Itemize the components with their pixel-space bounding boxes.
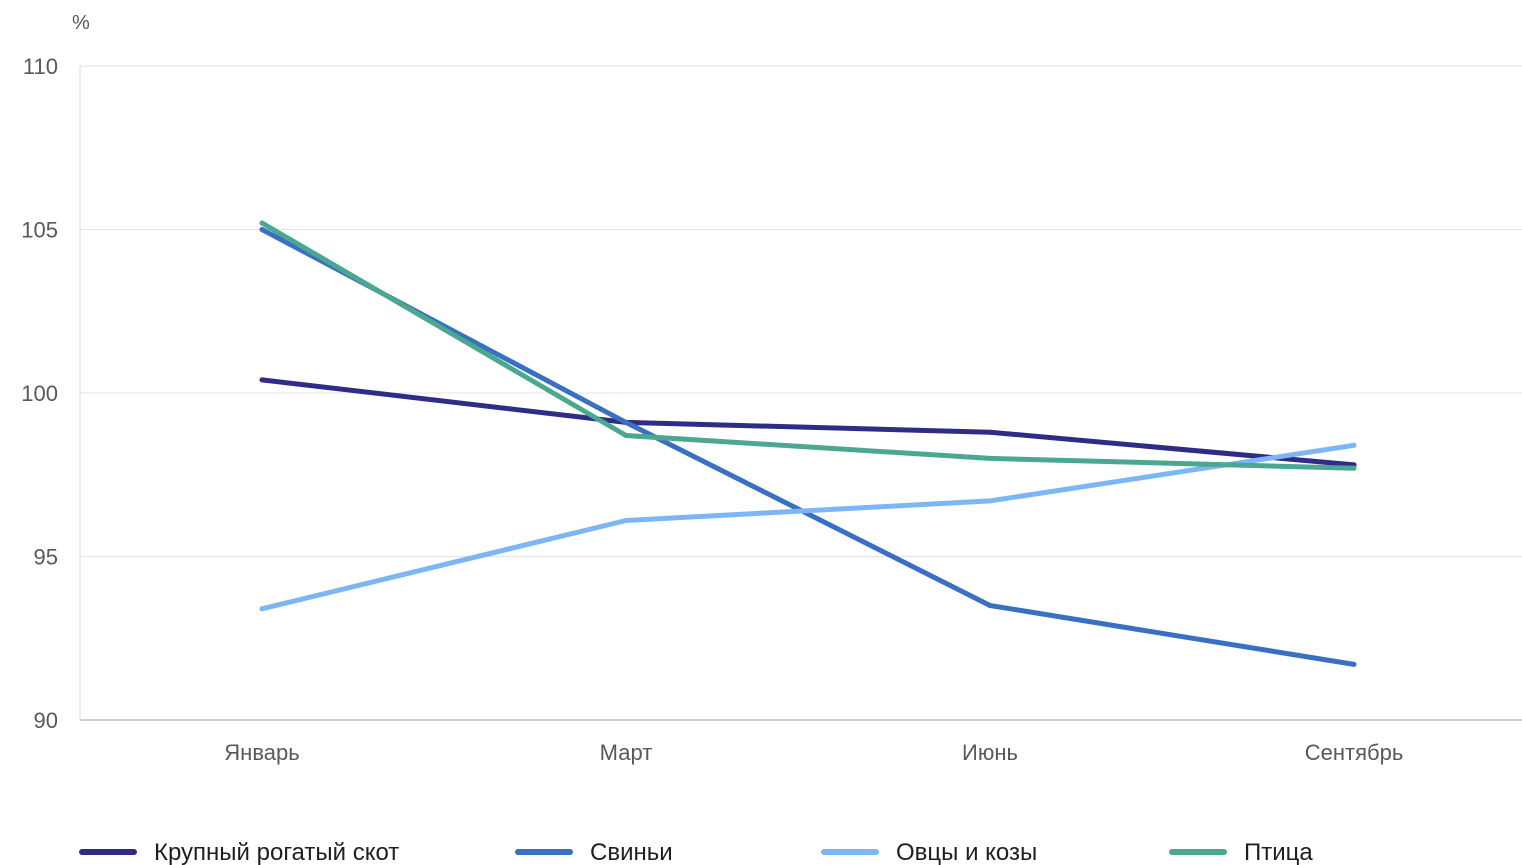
- data-point: [259, 220, 265, 226]
- y-tick-label: 95: [34, 545, 58, 570]
- y-tick-label: 90: [34, 708, 58, 733]
- data-point: [987, 603, 993, 608]
- legend-item: Овцы и козы: [821, 839, 1037, 865]
- legend: Крупный рогатый скот Свиньи Овцы и козы Пти…: [79, 839, 1313, 865]
- series-line: [259, 442, 1357, 612]
- legend-label: Овцы и козы: [896, 839, 1037, 865]
- gridlines: [80, 65, 1522, 557]
- data-point: [1351, 661, 1357, 667]
- data-point: [987, 429, 993, 435]
- y-tick-label: 100: [21, 381, 58, 406]
- y-axis-ticks: 90 95 100 105 110: [21, 54, 58, 733]
- data-point: [259, 227, 265, 232]
- y-axis-unit-label: %: [72, 12, 90, 34]
- series-lines: [259, 220, 1357, 667]
- x-tick-label: Январь: [224, 740, 299, 765]
- series-line: [259, 377, 1357, 468]
- series-line: [259, 220, 1357, 471]
- data-point: [623, 419, 629, 425]
- data-point: [259, 377, 265, 383]
- data-point: [623, 433, 629, 438]
- x-axis-ticks: Январь Март Июнь Сентябрь: [224, 740, 1403, 765]
- legend-label: Свиньи: [590, 839, 673, 865]
- data-point: [623, 518, 629, 523]
- y-tick-label: 105: [21, 218, 58, 243]
- legend-label: Крупный рогатый скот: [154, 839, 399, 865]
- series-line: [259, 227, 1357, 667]
- legend-item: Крупный рогатый скот: [79, 839, 399, 865]
- x-tick-label: Июнь: [962, 740, 1018, 765]
- legend-item: Птица: [1169, 839, 1313, 865]
- data-point: [1351, 465, 1357, 471]
- y-tick-label: 110: [23, 54, 58, 79]
- data-point: [259, 606, 265, 612]
- x-tick-label: Март: [600, 740, 653, 765]
- data-point: [1351, 442, 1357, 448]
- legend-item: Свиньи: [515, 839, 673, 865]
- data-point: [987, 498, 993, 504]
- data-point: [987, 455, 993, 461]
- legend-label: Птица: [1244, 839, 1313, 865]
- x-tick-label: Сентябрь: [1305, 740, 1404, 765]
